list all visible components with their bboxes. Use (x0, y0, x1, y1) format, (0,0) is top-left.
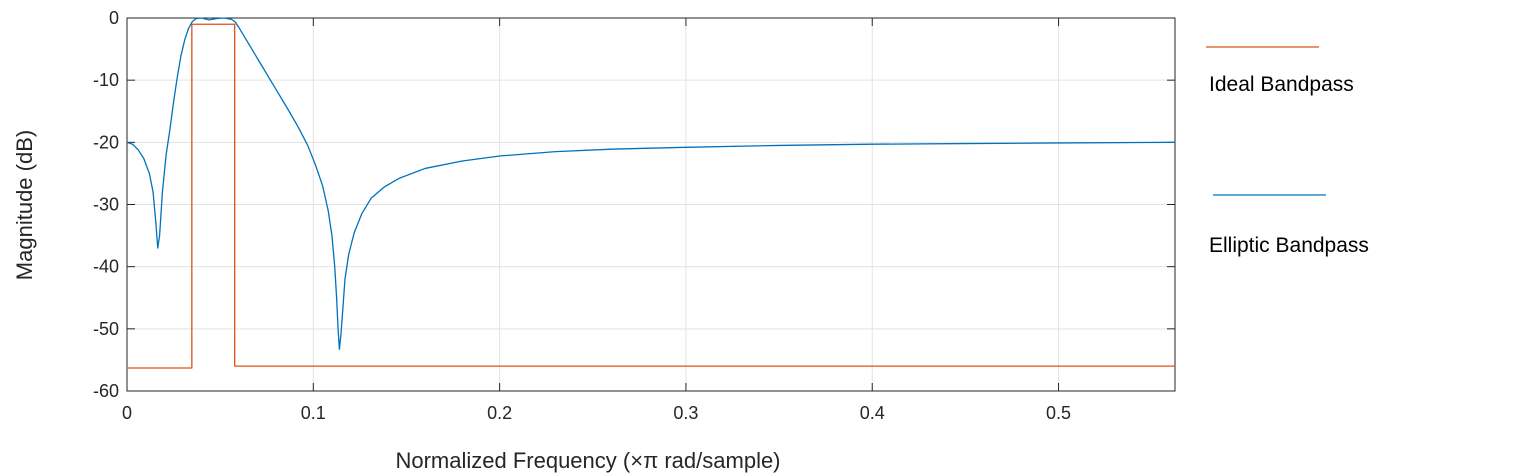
y-tick-label: -60 (93, 381, 119, 401)
x-tick-label: 0.5 (1046, 403, 1071, 423)
series-layer (126, 17, 1176, 369)
legend-label-elliptic-bandpass: Elliptic Bandpass (1209, 234, 1369, 257)
x-tick-label: 0.1 (301, 403, 326, 423)
y-tick-label: -50 (93, 319, 119, 339)
series-line-ideal-bandpass (127, 23, 1175, 369)
x-tick-label: 0.2 (487, 403, 512, 423)
legend: Ideal Bandpass Elliptic Bandpass (1206, 46, 1369, 257)
y-tick-label: -40 (93, 257, 119, 277)
y-axis-label: Magnitude (dB) (12, 130, 37, 280)
y-tick-label: -20 (93, 132, 119, 152)
y-tick-label: -10 (93, 70, 119, 90)
x-axis-label: Normalized Frequency (×π rad/sample) (395, 448, 780, 473)
x-tick-label: 0.4 (860, 403, 885, 423)
legend-label-ideal-bandpass: Ideal Bandpass (1209, 73, 1354, 96)
series-line-elliptic-bandpass (126, 17, 1176, 351)
y-axis: 0 -10 -20 -30 -40 -50 -60 (93, 8, 1175, 401)
grid-layer (127, 18, 1175, 391)
y-tick-label: 0 (109, 8, 119, 28)
y-tick-label: -30 (93, 195, 119, 215)
x-axis: 0 0.1 0.2 0.3 0.4 0.5 (122, 18, 1071, 423)
x-tick-label: 0.3 (673, 403, 698, 423)
x-tick-label: 0 (122, 403, 132, 423)
